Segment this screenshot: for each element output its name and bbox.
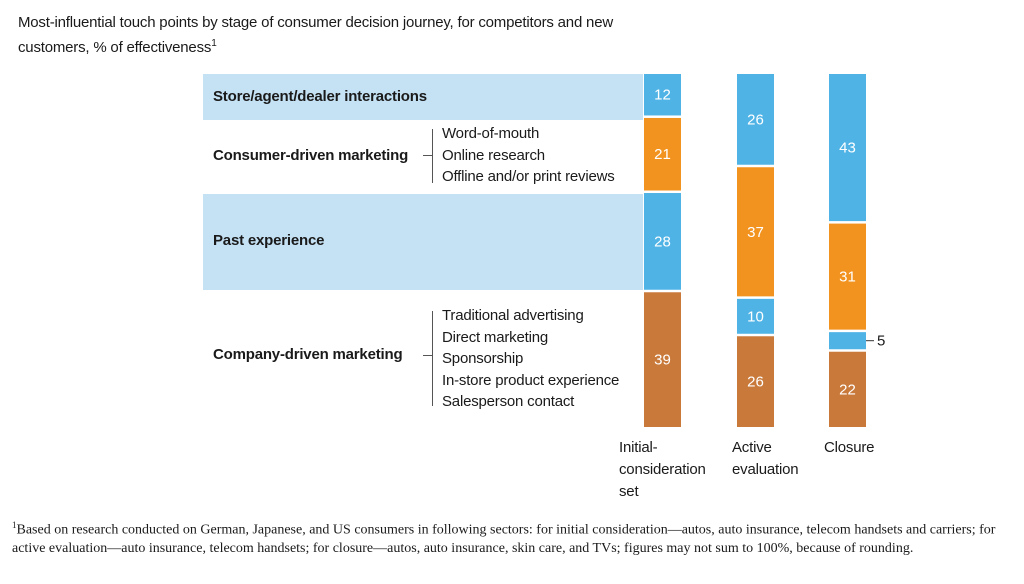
data-label-active-evaluation-company-driven-marketing: 26	[747, 374, 764, 391]
row-label-store-agent: Store/agent/dealer interactions	[213, 88, 427, 105]
stage-label-initial-consideration: Initial- consideration set	[619, 439, 706, 500]
data-label-closure-store-agent-dealer-interactions: 43	[839, 140, 856, 157]
row-label-past-experience: Past experience	[213, 232, 325, 249]
data-label-closure-consumer-driven-marketing: 31	[839, 269, 856, 286]
bar-segment-active-evaluation-store-agent-dealer-interactions	[737, 74, 774, 165]
bar-segment-closure-past-experience	[829, 332, 866, 350]
footnote: 1Based on research conducted on German, …	[12, 516, 1018, 558]
row-label-company-driven: Company-driven marketing	[213, 346, 403, 363]
data-label-active-evaluation-store-agent-dealer-interactions: 26	[747, 111, 764, 128]
band-past-experience	[203, 194, 643, 290]
bar-segment-initial-consideration-set-store-agent-dealer-interactions	[644, 74, 681, 116]
data-label-closure-company-driven-marketing: 22	[839, 381, 856, 398]
title-footnote-mark: 1	[211, 38, 217, 49]
data-label-initial-consideration-set-past-experience: 28	[654, 233, 671, 250]
row-label-consumer-driven: Consumer-driven marketing	[213, 147, 409, 164]
bracket-tick-consumer	[423, 155, 432, 156]
data-label-active-evaluation-consumer-driven-marketing: 37	[747, 224, 764, 241]
chart-title: Most-influential touch points by stage o…	[18, 14, 613, 56]
bar-segment-initial-consideration-set-company-driven-marketing	[644, 292, 681, 427]
bracket-company	[432, 311, 441, 406]
bar-segment-initial-consideration-set-consumer-driven-marketing	[644, 117, 681, 191]
data-label-active-evaluation-past-experience: 10	[747, 308, 764, 325]
list-item: Traditional advertising	[442, 307, 584, 324]
bar-segment-closure-consumer-driven-marketing	[829, 223, 866, 330]
bracket-consumer	[432, 129, 441, 183]
data-label-initial-consideration-set-store-agent-dealer-interactions: 12	[654, 87, 671, 104]
consumer-driven-items: Word-of-mouth Online research Offline an…	[442, 123, 615, 188]
band-store-agent	[203, 74, 643, 120]
bar-segment-closure-store-agent-dealer-interactions	[829, 74, 866, 222]
footnote-text: Based on research conducted on German, J…	[12, 522, 996, 556]
list-item: Word-of-mouth	[442, 125, 540, 142]
bar-segment-initial-consideration-set-past-experience	[644, 193, 681, 290]
data-label-initial-consideration-set-consumer-driven-marketing: 21	[654, 146, 671, 163]
footnote-mark: 1	[12, 520, 17, 530]
bar-segment-active-evaluation-past-experience	[737, 298, 774, 334]
bar-segment-active-evaluation-company-driven-marketing	[737, 336, 774, 427]
bar-segment-closure-company-driven-marketing	[829, 351, 866, 427]
list-item: Sponsorship	[442, 350, 524, 367]
bracket-tick-company	[423, 355, 432, 356]
stage-label-active-evaluation: Active evaluation	[732, 439, 799, 478]
bar-segment-active-evaluation-consumer-driven-marketing	[737, 167, 774, 297]
list-item: Online research	[442, 146, 545, 164]
stage-label-closure: Closure	[824, 439, 875, 456]
data-label-closure-past-experience: 5	[877, 333, 885, 350]
list-item: Salesperson contact	[442, 393, 575, 410]
list-item: Offline and/or print reviews	[442, 168, 615, 185]
data-label-initial-consideration-set-company-driven-marketing: 39	[654, 352, 671, 369]
list-item: In-store product experience	[442, 371, 620, 389]
list-item: Direct marketing	[442, 328, 548, 346]
company-driven-items: Traditional advertising Direct marketing…	[442, 305, 619, 413]
